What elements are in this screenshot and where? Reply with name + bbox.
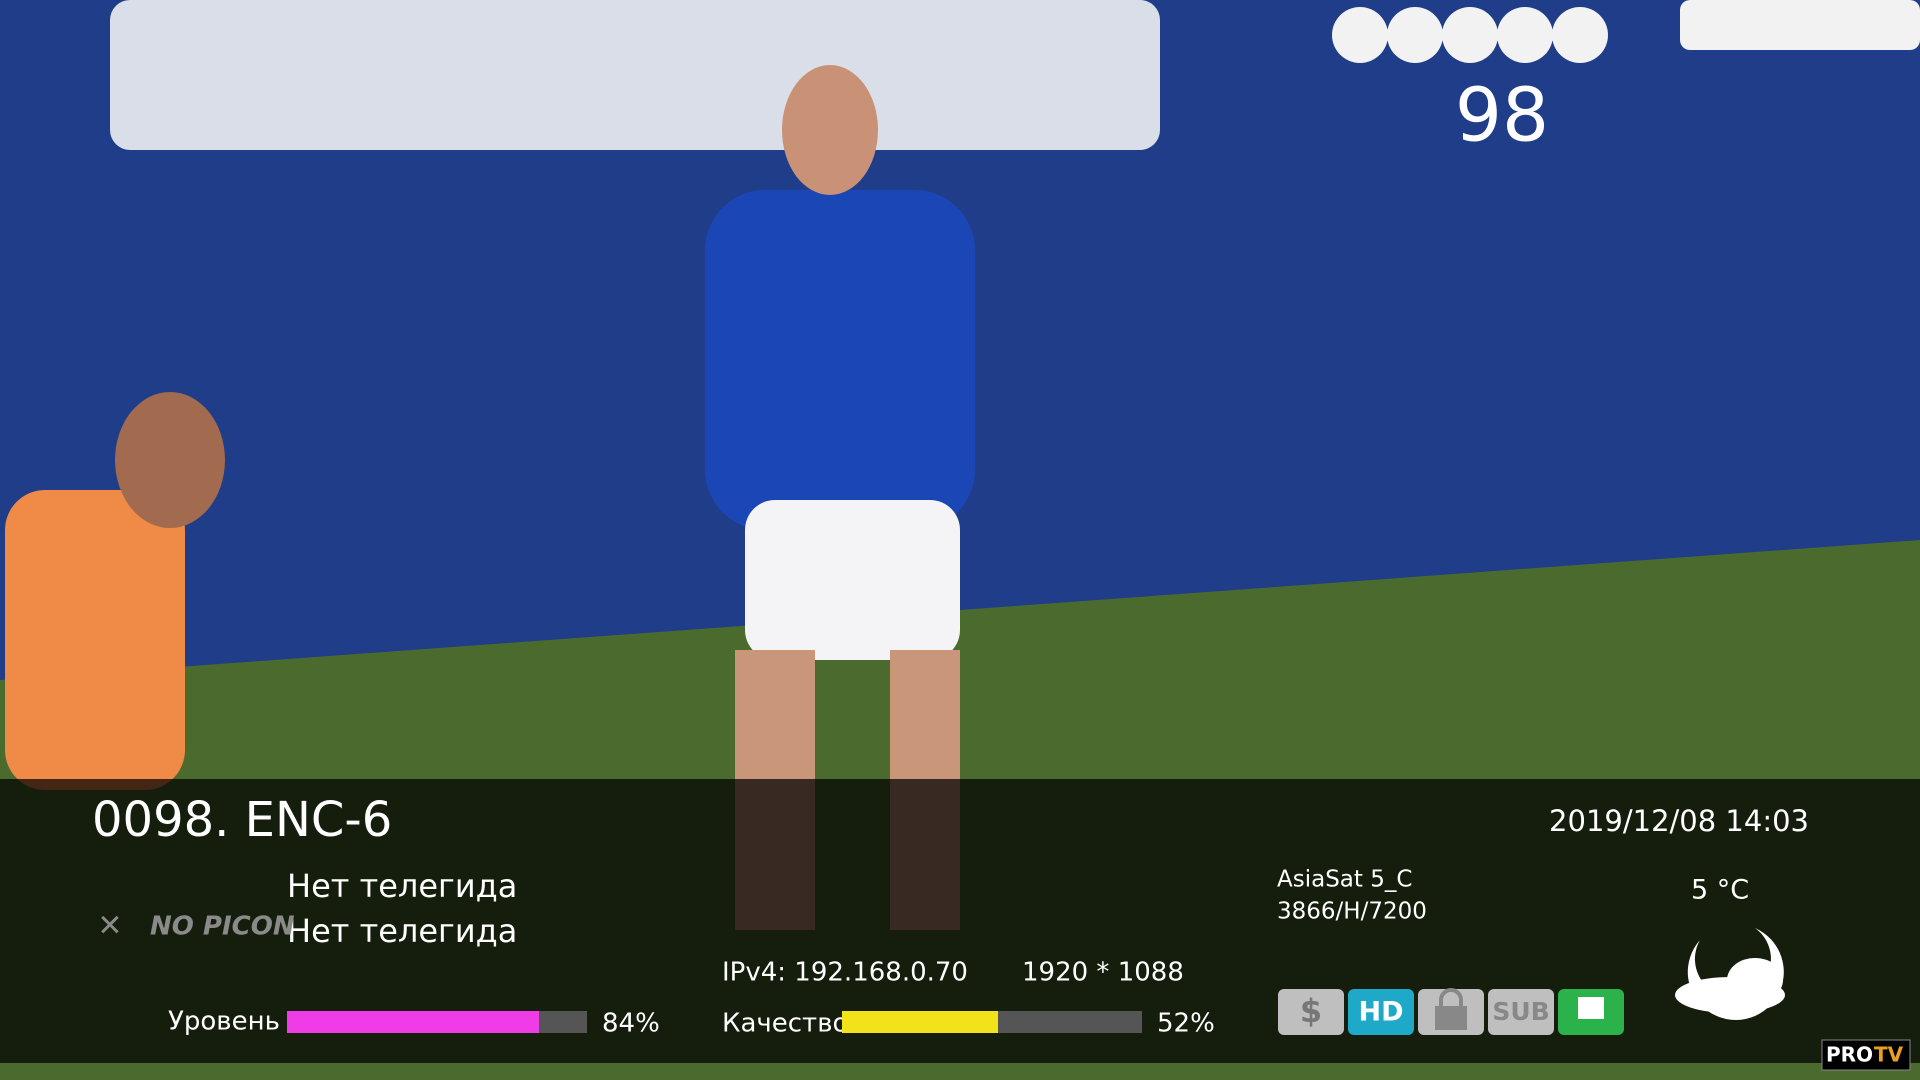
icon-scrambled-text: $	[1300, 992, 1322, 1030]
quality-label: Качество	[722, 1009, 848, 1039]
ip-address: IPv4: 192.168.0.70	[722, 958, 968, 988]
signal-bar	[287, 1011, 539, 1033]
video-ad-shapes	[110, 0, 1920, 150]
epg-next: Нет телегида	[287, 912, 517, 950]
icon-teletext-glyph	[1578, 997, 1604, 1019]
no-picon: NO PICON	[150, 912, 295, 942]
resolution: 1920 * 1088	[1022, 958, 1184, 988]
datetime: 2019/12/08 14:03	[1549, 804, 1809, 838]
icon-lock-glyph	[1435, 988, 1467, 1030]
level-label: Уровень	[168, 1007, 280, 1037]
satellite: AsiaSat 5_C	[1277, 867, 1412, 893]
transponder: 3866/H/7200	[1277, 899, 1427, 925]
quality-value: 52%	[1157, 1009, 1215, 1039]
watermark-pro: PRO	[1826, 1043, 1873, 1067]
channel-badge: 98	[1455, 73, 1549, 159]
temperature: 5 °C	[1691, 875, 1749, 906]
watermark-tv: TV	[1874, 1043, 1904, 1067]
channel-name: 0098. ENC-6	[92, 792, 392, 848]
level-value: 84%	[602, 1009, 660, 1039]
weather-icon	[1675, 928, 1785, 1020]
icon-scrambled	[1278, 989, 1344, 1035]
no-picon-icon: ✕	[97, 909, 122, 944]
epg-now: Нет телегида	[287, 867, 517, 905]
signal-bar	[842, 1011, 998, 1033]
icon-hd	[1348, 989, 1414, 1035]
watermark-box	[1821, 1039, 1911, 1071]
icon-sub-text: SUB	[1492, 997, 1549, 1026]
icon-sub	[1488, 989, 1554, 1035]
icon-hd-text: HD	[1358, 997, 1403, 1028]
